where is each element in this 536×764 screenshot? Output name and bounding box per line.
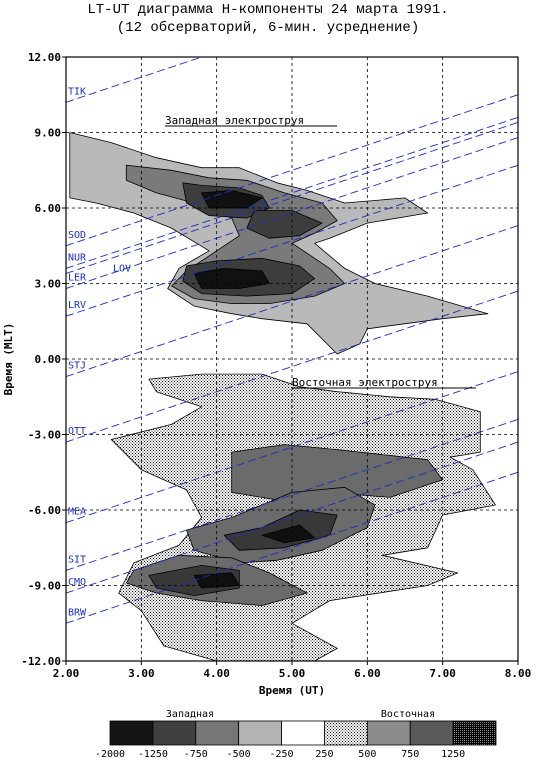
x-tick-label: 3.00 bbox=[128, 667, 155, 680]
x-tick-label: 8.00 bbox=[505, 667, 532, 680]
chart-title: LT-UT диаграмма H-компоненты 24 марта 19… bbox=[87, 2, 449, 18]
y-tick-label: 3.00 bbox=[35, 278, 62, 291]
legend-swatch bbox=[238, 720, 282, 746]
station-track-stj bbox=[66, 225, 518, 378]
station-track-ler bbox=[66, 137, 518, 289]
station-label-tik: TIK bbox=[68, 86, 86, 97]
legend-boundary-label: 750 bbox=[401, 749, 419, 760]
station-track-mea bbox=[66, 371, 518, 524]
contour-region-east-peak bbox=[261, 524, 316, 544]
station-track-sod bbox=[66, 94, 518, 247]
station-track-ott bbox=[66, 290, 518, 443]
y-tick-label: -12.00 bbox=[21, 655, 61, 668]
x-tick-label: 7.00 bbox=[429, 667, 456, 680]
station-label-ler: LER bbox=[68, 273, 87, 284]
grid bbox=[66, 57, 518, 661]
y-tick-label: 9.00 bbox=[35, 127, 62, 140]
station-label-ott: OTT bbox=[68, 426, 86, 437]
contour-region-west-strong-2 bbox=[246, 210, 323, 239]
legend-boundary-label: -750 bbox=[184, 749, 208, 760]
station-label-sit: SIT bbox=[68, 554, 86, 565]
chart-subtitle: (12 обсерваторий, 6-мин. усреднение) bbox=[116, 20, 420, 36]
legend-swatch bbox=[109, 720, 154, 746]
station-track-sit bbox=[66, 418, 518, 571]
x-tick-label: 4.00 bbox=[203, 667, 230, 680]
legend-boundary-label: 500 bbox=[358, 749, 376, 760]
station-track-brw bbox=[66, 471, 518, 624]
legend-swatch bbox=[366, 720, 411, 746]
legend-boundary-label: -2000 bbox=[95, 749, 125, 760]
station-label-mea: MEA bbox=[68, 507, 86, 518]
station-track-tik bbox=[66, 57, 204, 103]
station-label-nur: NUR bbox=[68, 252, 87, 263]
contour-region-west-peak-2 bbox=[193, 267, 270, 289]
y-tick-label: 12.00 bbox=[28, 51, 61, 64]
legend-swatch bbox=[281, 720, 325, 746]
station-label-brw: BRW bbox=[68, 607, 87, 618]
x-axis-label: Время (UT) bbox=[259, 684, 325, 697]
x-tick-label: 2.00 bbox=[53, 667, 80, 680]
legend-swatch bbox=[324, 720, 368, 746]
legend-boundary-label: 250 bbox=[315, 749, 333, 760]
station-label-stj: STJ bbox=[68, 361, 86, 372]
x-tick-label: 5.00 bbox=[279, 667, 306, 680]
station-tracks bbox=[66, 57, 518, 624]
legend-right-label: Восточная bbox=[381, 709, 435, 720]
station-track-lov bbox=[66, 122, 518, 274]
legend-swatch bbox=[452, 720, 497, 746]
y-tick-label: -3.00 bbox=[28, 429, 61, 442]
y-tick-label: 0.00 bbox=[35, 353, 62, 366]
legend-swatch bbox=[152, 720, 197, 746]
station-track-cmo bbox=[66, 441, 518, 594]
legend-left-label: Западная bbox=[166, 709, 214, 720]
x-tick-label: 6.00 bbox=[354, 667, 381, 680]
station-label-cmo: CMO bbox=[68, 577, 86, 588]
station-label-lrv: LRV bbox=[68, 300, 86, 311]
y-tick-label: -9.00 bbox=[28, 580, 61, 593]
station-track-lrv bbox=[66, 164, 518, 317]
legend-boundary-label: -1250 bbox=[138, 749, 168, 760]
contour-regions bbox=[69, 132, 496, 661]
legend: -2000 -1250 -750 -500 -250 250 500 750 1250 bbox=[95, 720, 497, 760]
legend-swatch bbox=[409, 720, 454, 746]
legend-boundary-label: -250 bbox=[270, 749, 294, 760]
station-label-sod: SOD bbox=[68, 230, 86, 241]
legend-boundary-label: -500 bbox=[227, 749, 251, 760]
legend-swatch bbox=[195, 720, 240, 746]
axis-ticks: 2.00 3.00 4.00 5.00 6.00 7.00 8.00 12.00 9.00 6.0… bbox=[21, 51, 531, 680]
station-track-nur bbox=[66, 116, 518, 269]
annotation-west: Западная электроструя bbox=[165, 114, 304, 127]
annotation-east: Восточная электроструя bbox=[292, 376, 438, 389]
y-tick-label: 6.00 bbox=[35, 202, 62, 215]
y-axis-label: Время (MLT) bbox=[2, 323, 15, 396]
y-tick-label: -6.00 bbox=[28, 504, 61, 517]
legend-boundary-label: 1250 bbox=[441, 749, 465, 760]
station-label-lov: LOV bbox=[113, 263, 131, 274]
